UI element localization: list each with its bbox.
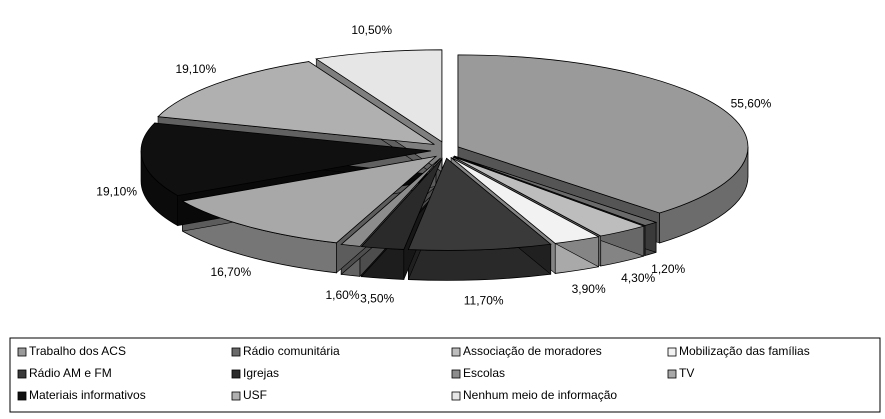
legend-label: Rádio comunitária [243, 344, 340, 358]
legend-swatch [231, 347, 241, 357]
legend-swatch [17, 347, 27, 357]
pie-slice [453, 156, 646, 237]
legend-swatch [17, 391, 27, 401]
data-label: 19,10% [96, 184, 137, 198]
data-label: 10,50% [351, 23, 392, 37]
pie-slice [457, 54, 749, 214]
pie-slice [360, 157, 443, 250]
data-label: 4,30% [621, 271, 655, 285]
pie-slice [157, 61, 435, 145]
legend-swatch [231, 391, 241, 401]
legend-box [9, 337, 881, 413]
pie-slice [315, 49, 443, 143]
legend-swatch [451, 369, 461, 379]
legend-swatch [667, 347, 677, 357]
legend-label: Igrejas [243, 366, 279, 380]
legend-label: Nenhum meio de informação [463, 388, 617, 402]
legend-swatch [667, 369, 677, 379]
legend-swatch [231, 369, 241, 379]
data-label: 16,70% [210, 265, 251, 279]
data-label: 3,50% [360, 292, 394, 306]
legend-swatch [451, 391, 461, 401]
legend-label: Trabalho dos ACS [29, 344, 126, 358]
legend-swatch [17, 369, 27, 379]
legend-label: Escolas [463, 366, 505, 380]
legend-label: Materiais informativos [29, 388, 146, 402]
legend-label: Associação de moradores [463, 344, 602, 358]
data-label: 3,90% [572, 282, 606, 296]
pie-slice [140, 122, 432, 197]
pie-slice [450, 157, 600, 244]
data-label: 11,70% [464, 293, 504, 307]
data-label: 1,20% [651, 262, 685, 276]
legend-label: USF [243, 388, 267, 402]
legend-label: TV [679, 366, 694, 380]
legend-label: Rádio AM e FM [29, 366, 112, 380]
legend-swatch [451, 347, 461, 357]
data-label: 55,60% [731, 96, 772, 110]
pie-slice [407, 157, 552, 251]
pie-slice [454, 155, 658, 226]
data-label: 19,10% [175, 62, 216, 76]
pie-slice [340, 157, 441, 247]
legend-label: Mobilização das famílias [679, 344, 810, 358]
pie-slice [181, 155, 438, 244]
data-label: 1,60% [325, 288, 359, 302]
